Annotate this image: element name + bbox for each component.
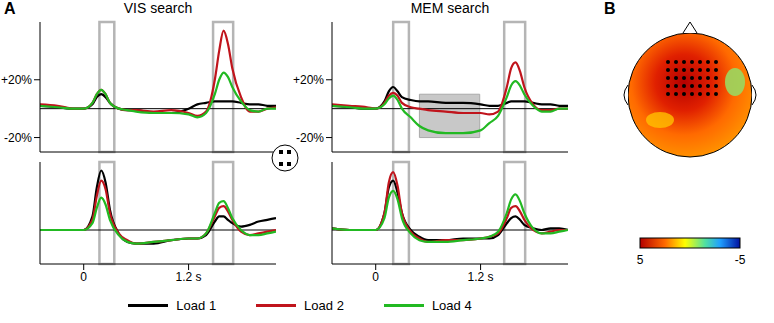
svg-text:+20%: +20% [293,73,324,87]
svg-text:5: 5 [637,253,644,267]
html-text:VIS search: VIS search [123,0,193,16]
html-text:B: B [604,0,616,17]
svg-text:+20%: +20% [1,73,32,87]
svg-text:1.2 s: 1.2 s [176,270,202,284]
html-text:MEM search: MEM search [410,0,490,16]
svg-text:0: 0 [372,270,379,284]
svg-text:1.2 s: 1.2 s [468,270,494,284]
html-text:A: A [4,0,16,17]
svg-text:-5: -5 [735,253,746,267]
svg-text:-20%: -20% [4,131,32,145]
svg-text:-20%: -20% [296,131,324,145]
html-text:Load 1: Load 1 [176,298,217,313]
svg-text:0: 0 [80,270,87,284]
html-text:Load 4: Load 4 [431,298,472,313]
html-text:Load 2: Load 2 [304,298,344,313]
